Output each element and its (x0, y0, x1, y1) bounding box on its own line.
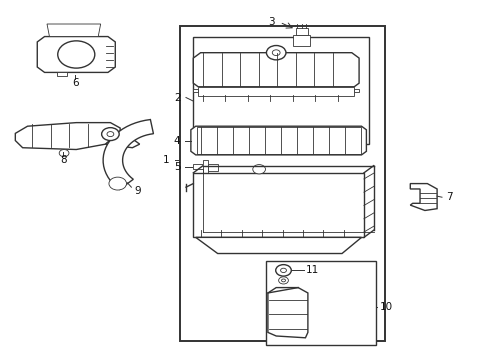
Circle shape (281, 279, 285, 282)
Bar (193, 37, 368, 144)
Polygon shape (193, 160, 207, 173)
Text: 5: 5 (174, 162, 180, 172)
Circle shape (58, 41, 95, 68)
Polygon shape (293, 35, 310, 45)
Text: 7: 7 (445, 192, 452, 202)
Polygon shape (193, 53, 358, 87)
Polygon shape (295, 28, 307, 35)
Text: 9: 9 (134, 186, 140, 196)
Text: 3: 3 (267, 17, 274, 27)
Polygon shape (409, 184, 436, 211)
Polygon shape (193, 173, 363, 237)
Circle shape (280, 268, 286, 273)
Text: 10: 10 (379, 302, 392, 312)
Text: 1: 1 (163, 155, 169, 165)
Polygon shape (198, 87, 353, 96)
Bar (196, 127, 360, 154)
Bar (180, 26, 384, 341)
Polygon shape (353, 89, 358, 92)
Polygon shape (15, 123, 120, 149)
Circle shape (59, 149, 69, 157)
Polygon shape (193, 89, 198, 92)
Polygon shape (57, 72, 66, 76)
Text: 11: 11 (305, 265, 319, 275)
Circle shape (266, 45, 285, 60)
Circle shape (275, 265, 291, 276)
Text: 6: 6 (72, 78, 79, 88)
Circle shape (102, 128, 119, 140)
Polygon shape (195, 237, 361, 253)
Circle shape (109, 177, 126, 190)
Circle shape (252, 165, 265, 174)
Circle shape (107, 132, 114, 136)
Bar (207, 163, 217, 171)
Polygon shape (37, 37, 115, 72)
Polygon shape (47, 24, 101, 37)
Text: 8: 8 (60, 155, 66, 165)
Polygon shape (105, 135, 140, 148)
Circle shape (278, 277, 288, 284)
Polygon shape (103, 120, 153, 189)
Polygon shape (190, 126, 366, 155)
Text: 4: 4 (174, 136, 180, 145)
Polygon shape (267, 288, 307, 338)
Bar (266, 261, 375, 345)
Text: 2: 2 (174, 93, 180, 103)
Circle shape (272, 50, 280, 55)
